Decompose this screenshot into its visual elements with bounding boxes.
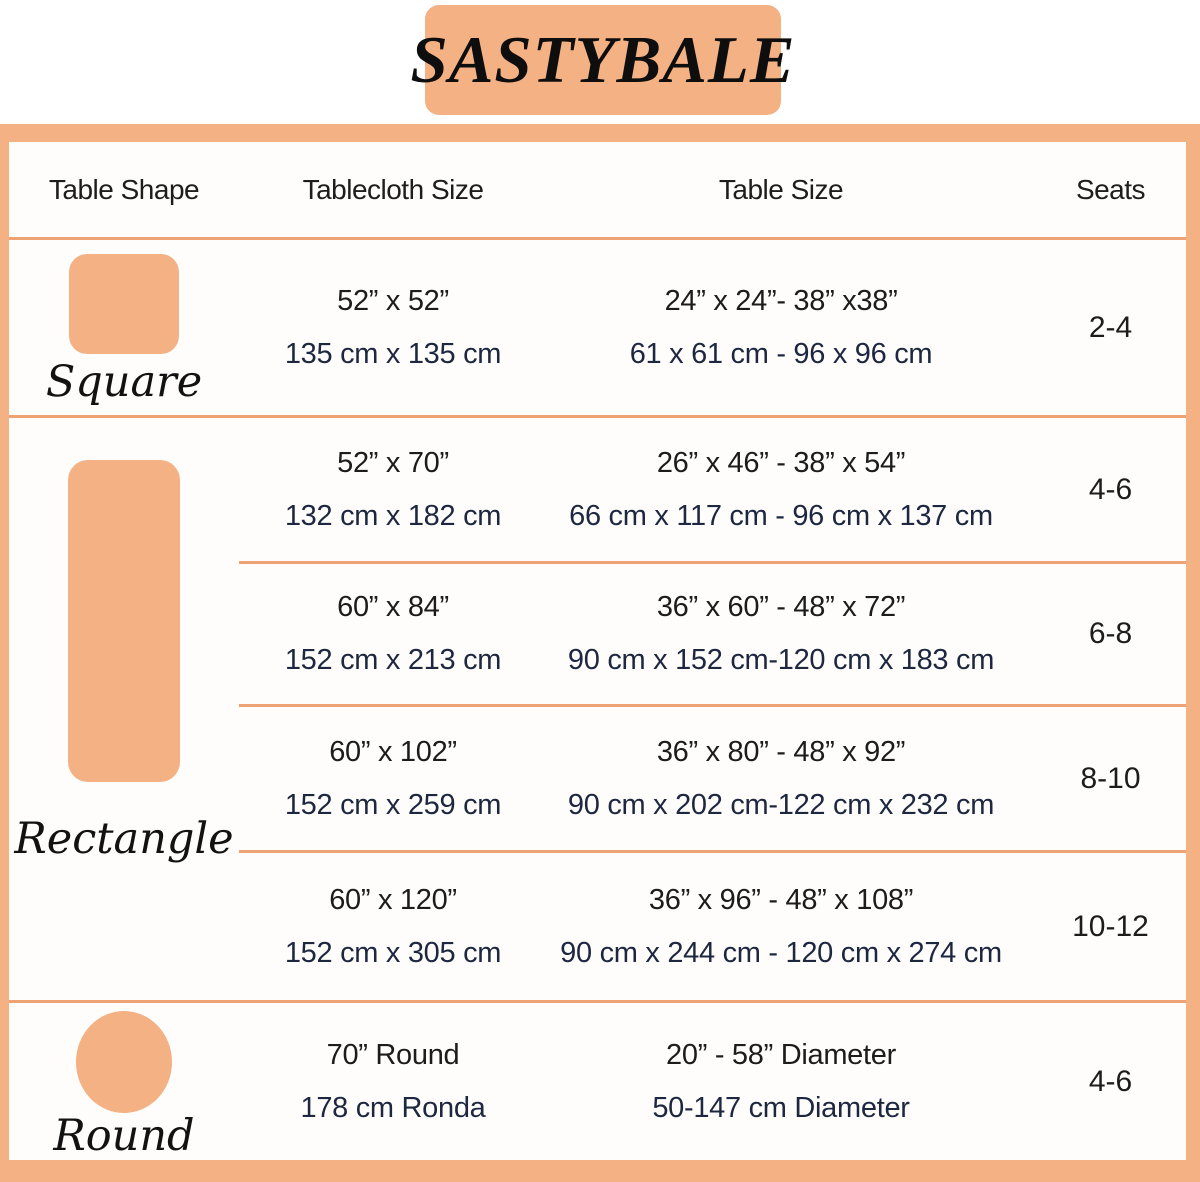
- shape-cell-square: Square: [9, 240, 239, 415]
- table-size-cm: 66 cm x 117 cm - 96 cm x 137 cm: [569, 499, 993, 532]
- table-header-row: Table Shape Tablecloth Size Table Size S…: [9, 142, 1186, 237]
- shape-label-round: Round: [53, 1110, 195, 1161]
- shape-cell-rectangle: Rectangle: [9, 418, 239, 1000]
- table-size-inches: 36” x 60” - 48” x 72”: [656, 591, 906, 623]
- tablecloth-size-cell: 52” x 70” 132 cm x 182 cm: [239, 418, 547, 561]
- shape-label-square: Square: [45, 357, 203, 407]
- tablecloth-size-cm: 152 cm x 259 cm: [284, 788, 502, 821]
- seats-value: 10-12: [1072, 909, 1149, 943]
- tablecloth-size-cell: 70” Round 178 cm Ronda: [239, 1003, 547, 1160]
- tablecloth-size-cm: 152 cm x 305 cm: [284, 936, 502, 969]
- tablecloth-size-inches: 52” x 52”: [337, 284, 449, 317]
- rectangle-subrows: 52” x 70” 132 cm x 182 cm 26” x 46” - 38…: [239, 418, 1186, 1000]
- table-size-inches: 36” x 96” - 48” x 108”: [648, 883, 914, 916]
- table-rowgroup-rectangle: Rectangle 52” x 70” 132 cm x 182 cm 26” …: [9, 418, 1186, 1000]
- brand-logo: SASTYBALE: [410, 5, 795, 115]
- tablecloth-size-inches: 60” x 102”: [329, 735, 457, 768]
- table-size-cell: 26” x 46” - 38” x 54” 66 cm x 117 cm - 9…: [547, 418, 1015, 561]
- tablecloth-size-cm: 178 cm Ronda: [300, 1091, 486, 1124]
- tablecloth-size-cell: 60” x 84” 152 cm x 213 cm: [239, 564, 547, 704]
- tablecloth-size-cm: 135 cm x 135 cm: [284, 337, 502, 370]
- circle-shape-icon: [76, 1011, 172, 1113]
- column-header-table-size: Table Size: [718, 173, 844, 205]
- table-size-cm: 90 cm x 202 cm-122 cm x 232 cm: [567, 788, 995, 821]
- table-row: 60” x 102” 152 cm x 259 cm 36” x 80” - 4…: [239, 707, 1186, 850]
- tablecloth-size-inches: 52” x 70”: [337, 446, 449, 479]
- square-shape-icon: [69, 254, 179, 354]
- rectangle-shape-icon: [68, 460, 180, 782]
- tablecloth-size-inches: 60” x 120”: [329, 883, 457, 916]
- tablecloth-size-cell: 60” x 102” 152 cm x 259 cm: [239, 707, 547, 850]
- table-size-inches: 26” x 46” - 38” x 54”: [656, 446, 906, 479]
- seats-value: 2-4: [1088, 310, 1133, 344]
- table-size-cm: 50-147 cm Diameter: [652, 1091, 910, 1124]
- divider-line: [239, 561, 1186, 564]
- divider-line: [9, 415, 1186, 418]
- table-row: 60” x 120” 152 cm x 305 cm 36” x 96” - 4…: [239, 853, 1186, 1000]
- divider-line: [239, 850, 1186, 853]
- tablecloth-size-inches: 70” Round: [326, 1038, 460, 1071]
- table-size-cell: 36” x 96” - 48” x 108” 90 cm x 244 cm - …: [547, 853, 1015, 1000]
- divider-line: [9, 1000, 1186, 1003]
- column-header-table-shape: Table Shape: [48, 173, 200, 205]
- table-row: 60” x 84” 152 cm x 213 cm 36” x 60” - 48…: [239, 564, 1186, 704]
- seats-value: 4-6: [1088, 1064, 1133, 1098]
- tablecloth-size-cm: 152 cm x 213 cm: [284, 644, 502, 676]
- table-size-cm: 61 x 61 cm - 96 x 96 cm: [629, 337, 933, 370]
- table-size-cell: 20” - 58” Diameter 50-147 cm Diameter: [547, 1003, 1015, 1160]
- tablecloth-size-cell: 52” x 52” 135 cm x 135 cm: [239, 240, 547, 415]
- table-row-round: Round 70” Round 178 cm Ronda 20” - 58” D…: [9, 1003, 1186, 1160]
- size-table: Table Shape Tablecloth Size Table Size S…: [0, 124, 1200, 1182]
- divider-line: [239, 704, 1186, 707]
- column-header-tablecloth-size: Tablecloth Size: [302, 173, 484, 205]
- table-size-cell: 24” x 24”- 38” x38” 61 x 61 cm - 96 x 96…: [547, 240, 1015, 415]
- brand-name: SASTYBALE: [410, 22, 796, 97]
- seats-value: 8-10: [1080, 761, 1141, 795]
- table-size-cell: 36” x 80” - 48” x 92” 90 cm x 202 cm-122…: [547, 707, 1015, 850]
- divider-line: [9, 237, 1186, 240]
- table-row-square: Square 52” x 52” 135 cm x 135 cm 24” x 2…: [9, 240, 1186, 415]
- tablecloth-size-cm: 132 cm x 182 cm: [284, 499, 502, 532]
- seats-value: 4-6: [1088, 472, 1133, 506]
- table-size-inches: 20” - 58” Diameter: [666, 1038, 896, 1071]
- table-size-inches: 36” x 80” - 48” x 92”: [656, 735, 906, 768]
- table-size-cell: 36” x 60” - 48” x 72” 90 cm x 152 cm-120…: [547, 564, 1015, 704]
- table-size-cm: 90 cm x 244 cm - 120 cm x 274 cm: [560, 936, 1002, 969]
- column-header-seats: Seats: [1075, 173, 1146, 205]
- seats-value: 6-8: [1088, 617, 1133, 650]
- shape-label-rectangle: Rectangle: [14, 814, 234, 864]
- table-row: 52” x 70” 132 cm x 182 cm 26” x 46” - 38…: [239, 418, 1186, 561]
- table-size-cm: 90 cm x 152 cm-120 cm x 183 cm: [567, 644, 995, 676]
- tablecloth-size-cell: 60” x 120” 152 cm x 305 cm: [239, 853, 547, 1000]
- table-size-inches: 24” x 24”- 38” x38”: [664, 284, 898, 317]
- tablecloth-size-inches: 60” x 84”: [337, 591, 449, 623]
- shape-cell-round: Round: [9, 1003, 239, 1160]
